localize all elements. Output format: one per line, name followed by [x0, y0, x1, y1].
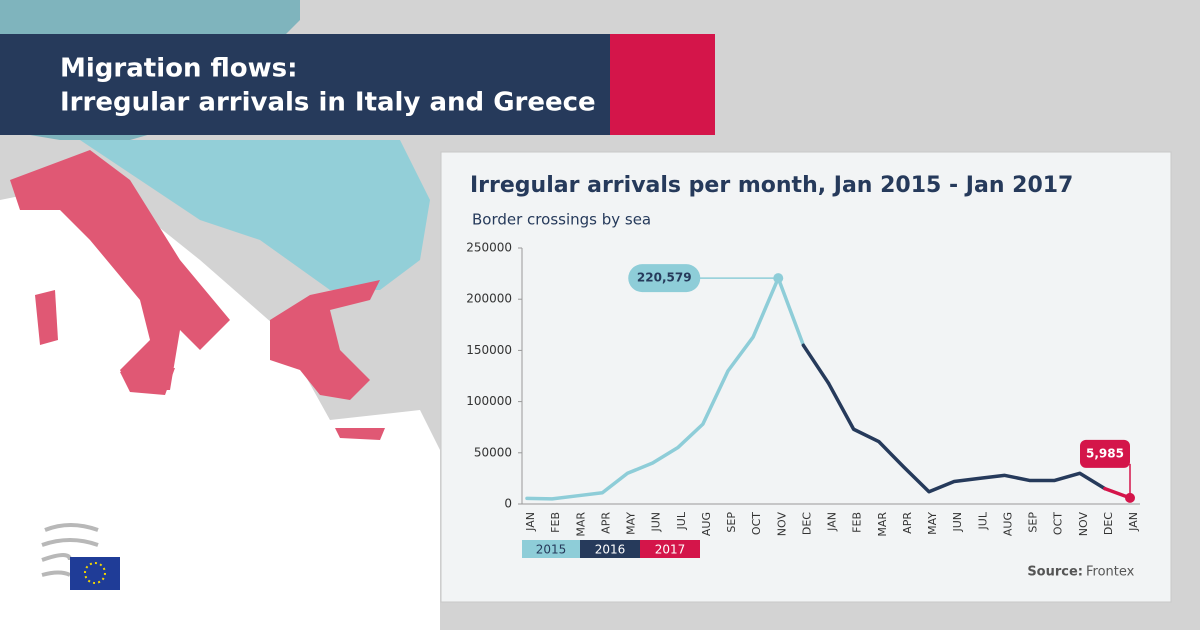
x-tick-label: NOV	[1077, 512, 1090, 537]
legend-swatch	[580, 540, 640, 558]
y-tick-label: 200000	[466, 292, 512, 306]
y-tick-label: 250000	[466, 241, 512, 255]
x-tick-label: NOV	[775, 512, 788, 537]
chart-subtitle: Border crossings by sea	[472, 211, 651, 229]
x-tick-label: JUL	[976, 511, 989, 530]
x-tick-label: JUN	[951, 512, 964, 533]
logo-lines	[41, 523, 99, 577]
x-tick-label: MAY	[625, 512, 638, 535]
map-sardinia	[35, 290, 58, 345]
map-region	[80, 140, 430, 290]
x-tick-label: JAN	[524, 512, 537, 532]
x-tick-label: MAR	[876, 512, 889, 537]
label-bubble	[1080, 439, 1130, 468]
source: Frontex	[1086, 565, 1135, 580]
y-tick-label: 150000	[466, 343, 512, 357]
x-tick-label: FEB	[851, 512, 864, 533]
x-tick-label: AUG	[700, 512, 713, 536]
map-crete	[335, 428, 385, 440]
x-tick-label: SEP	[1027, 512, 1040, 533]
line	[525, 276, 806, 501]
map-sicily	[120, 368, 175, 395]
x-tick-label: JAN	[1127, 512, 1140, 532]
legend-swatch	[640, 540, 700, 558]
legend-swatch	[522, 540, 580, 558]
x-tick-label: OCT	[750, 512, 763, 535]
line-connector	[801, 343, 831, 385]
line	[826, 381, 1107, 494]
source-label: Source:	[1027, 565, 1083, 580]
legend-label: 2015	[536, 543, 567, 557]
x-tick-label: JUL	[675, 511, 688, 530]
legend-label: 2016	[595, 543, 626, 557]
y-tick-label: 0	[504, 497, 512, 511]
label-bubble	[628, 264, 701, 293]
y-tick-label: 100000	[466, 394, 512, 408]
x-tick-label: JUN	[650, 512, 663, 533]
value-label: 220,579	[637, 271, 692, 285]
map-italy	[10, 150, 230, 390]
chart-title: Irregular arrivals per month, Jan 2015 -…	[470, 173, 1073, 198]
value-label: 5,985	[1086, 446, 1124, 460]
plot: 0 50000 100000 150000 200000 250000 JAN FEB MAR A…	[466, 241, 1140, 558]
x-tick-label: APR	[901, 512, 914, 534]
x-tick-label: MAY	[926, 512, 939, 535]
map-greece	[270, 280, 380, 400]
title-accent	[610, 34, 715, 135]
page-title: Migration flows:	[60, 54, 298, 84]
x-tick-label: FEB	[549, 512, 562, 533]
x-tick-label: AUG	[1001, 512, 1014, 536]
eu-flag	[70, 557, 120, 590]
x-tick-label: MAR	[574, 512, 587, 537]
x-tick-label: OCT	[1052, 512, 1065, 535]
legend-label: 2017	[655, 543, 686, 557]
x-tick-label: JAN	[826, 512, 839, 532]
chart-panel	[440, 151, 1172, 603]
x-tick-label: DEC	[800, 512, 813, 535]
page-title: Irregular arrivals in Italy and Greece	[60, 88, 596, 118]
x-tick-label: DEC	[1102, 512, 1115, 535]
x-tick-label: APR	[599, 512, 612, 534]
y-tick-label: 50000	[474, 445, 512, 459]
title-banner	[0, 34, 610, 135]
eu-stars	[84, 562, 106, 584]
logo-box	[22, 497, 135, 612]
x-tick-label: SEP	[725, 512, 738, 533]
